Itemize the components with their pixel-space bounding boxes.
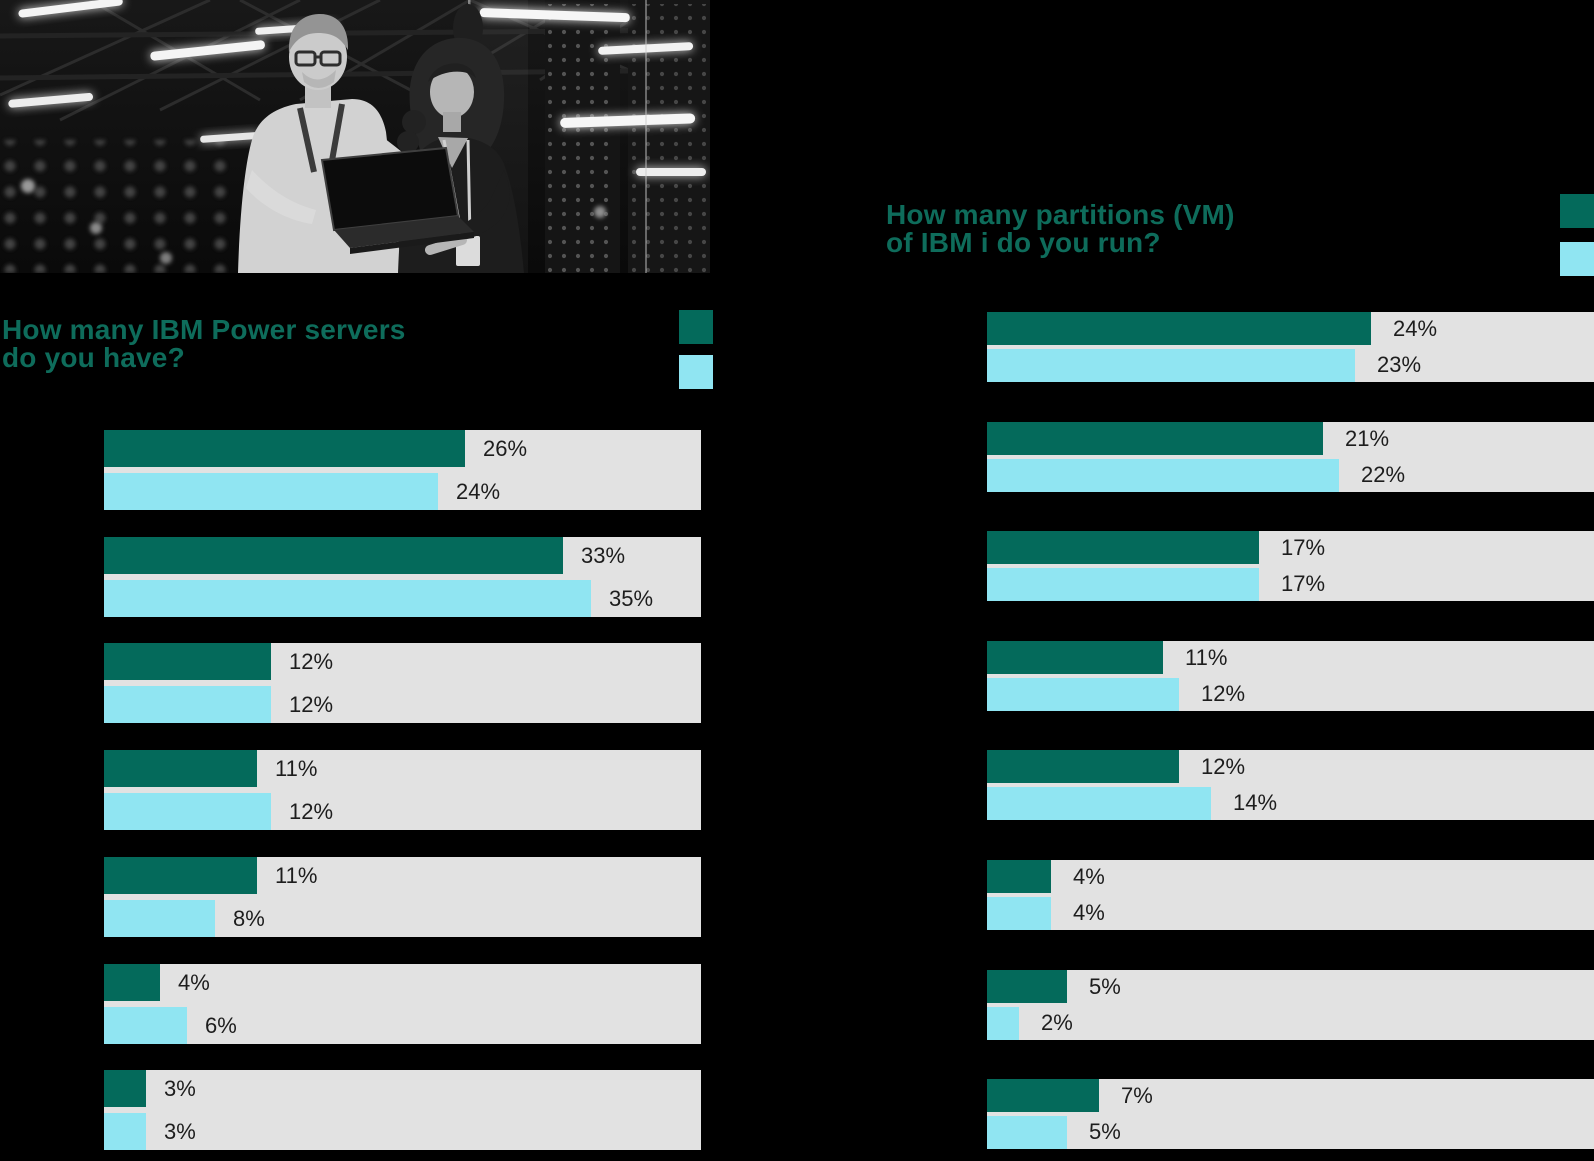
bar-pair: 24% 23% [987,312,1594,382]
bar-pair: 5% 2% [987,970,1594,1040]
bar-series1 [987,860,1051,893]
bar-series2 [104,900,215,937]
bar-series1 [987,1079,1099,1112]
value-label-series2: 6% [205,1012,237,1038]
value-label-series1: 24% [1393,315,1438,341]
bar-pair: 4% 4% [987,860,1594,930]
value-label-series2: 17% [1281,571,1326,596]
value-label-series2: 22% [1361,462,1406,487]
bar-pair: 12% 12% [104,643,701,723]
bar-pair: 26% 24% [104,430,701,510]
value-label-series1: 11% [1185,644,1228,670]
chart-title-line2: of IBM i do you run? [886,227,1161,258]
bar-series2 [987,786,1211,820]
value-label-series2: 14% [1233,790,1278,815]
bar-series2 [104,1007,187,1044]
chart-title-line2: do you have? [2,342,185,373]
bar-pair: 11% 12% [104,750,701,830]
bar-pair: 4% 6% [104,964,701,1044]
value-label-series1: 33% [581,542,626,568]
value-label-series2: 23% [1377,352,1422,377]
value-label-series1: 7% [1121,1082,1153,1108]
value-label-series2: 2% [1041,1010,1073,1035]
chart-title-line1: How many partitions (VM) [886,199,1235,230]
chart-title: How many IBM Power servers do you have? [2,316,406,372]
bar-pair: 3% 3% [104,1070,701,1150]
value-label-series2: 12% [1201,681,1246,706]
value-label-series1: 12% [289,648,334,674]
bar-series2 [987,677,1179,711]
bar-series1 [987,750,1179,783]
bar-series1 [104,537,563,574]
bar-series2 [987,348,1355,382]
bar-series1 [987,641,1163,674]
value-label-series1: 11% [275,862,318,888]
bar-series1 [104,857,257,894]
value-label-series1: 17% [1281,534,1326,560]
bar-series1 [104,750,257,787]
value-label-series1: 4% [1073,863,1105,889]
value-label-series2: 35% [609,585,654,611]
chart-title: How many partitions (VM) of IBM i do you… [886,201,1235,257]
value-label-series1: 4% [178,969,210,995]
bar-series2 [987,458,1339,492]
bar-series2 [987,567,1259,601]
bar-series2 [987,1006,1019,1040]
datacenter-photo [0,0,710,273]
value-label-series2: 5% [1089,1119,1121,1144]
chart-title-line1: How many IBM Power servers [2,314,406,345]
bar-pair: 7% 5% [987,1079,1594,1149]
value-label-series1: 21% [1345,425,1390,451]
bar-series2 [104,686,271,723]
bar-pair: 17% 17% [987,531,1594,601]
value-label-series2: 24% [456,478,501,504]
value-label-series1: 26% [483,435,528,461]
bar-series1 [104,643,271,680]
laptop [320,146,474,254]
value-label-series2: 12% [289,798,334,824]
legend-swatch-series1 [1560,194,1594,228]
legend-swatch-series2 [679,355,713,389]
bar-pair: 11% 8% [104,857,701,937]
bar-series1 [987,970,1067,1003]
bar-series1 [104,430,465,467]
legend-swatch-series2 [1560,242,1594,276]
bar-pair: 21% 22% [987,422,1594,492]
value-label-series2: 8% [233,905,265,931]
bar-pair: 11% 12% [987,641,1594,711]
bar-series1 [104,1070,146,1107]
bar-series2 [104,1113,146,1150]
legend-swatch-series1 [679,310,713,344]
value-label-series2: 4% [1073,900,1105,925]
bar-pair: 12% 14% [987,750,1594,820]
value-label-series1: 5% [1089,973,1121,999]
bar-series1 [987,531,1259,564]
bar-series2 [987,1115,1067,1149]
value-label-series2: 12% [289,691,334,717]
value-label-series1: 3% [164,1075,196,1101]
bar-series2 [104,580,591,617]
value-label-series1: 11% [275,755,318,781]
bar-series1 [104,964,160,1001]
bar-series2 [987,896,1051,930]
bar-series2 [104,473,438,510]
bar-series2 [104,793,271,830]
bar-series1 [987,312,1371,345]
value-label-series1: 12% [1201,753,1246,779]
value-label-series2: 3% [164,1118,196,1144]
bar-series1 [987,422,1323,455]
bar-pair: 33% 35% [104,537,701,617]
